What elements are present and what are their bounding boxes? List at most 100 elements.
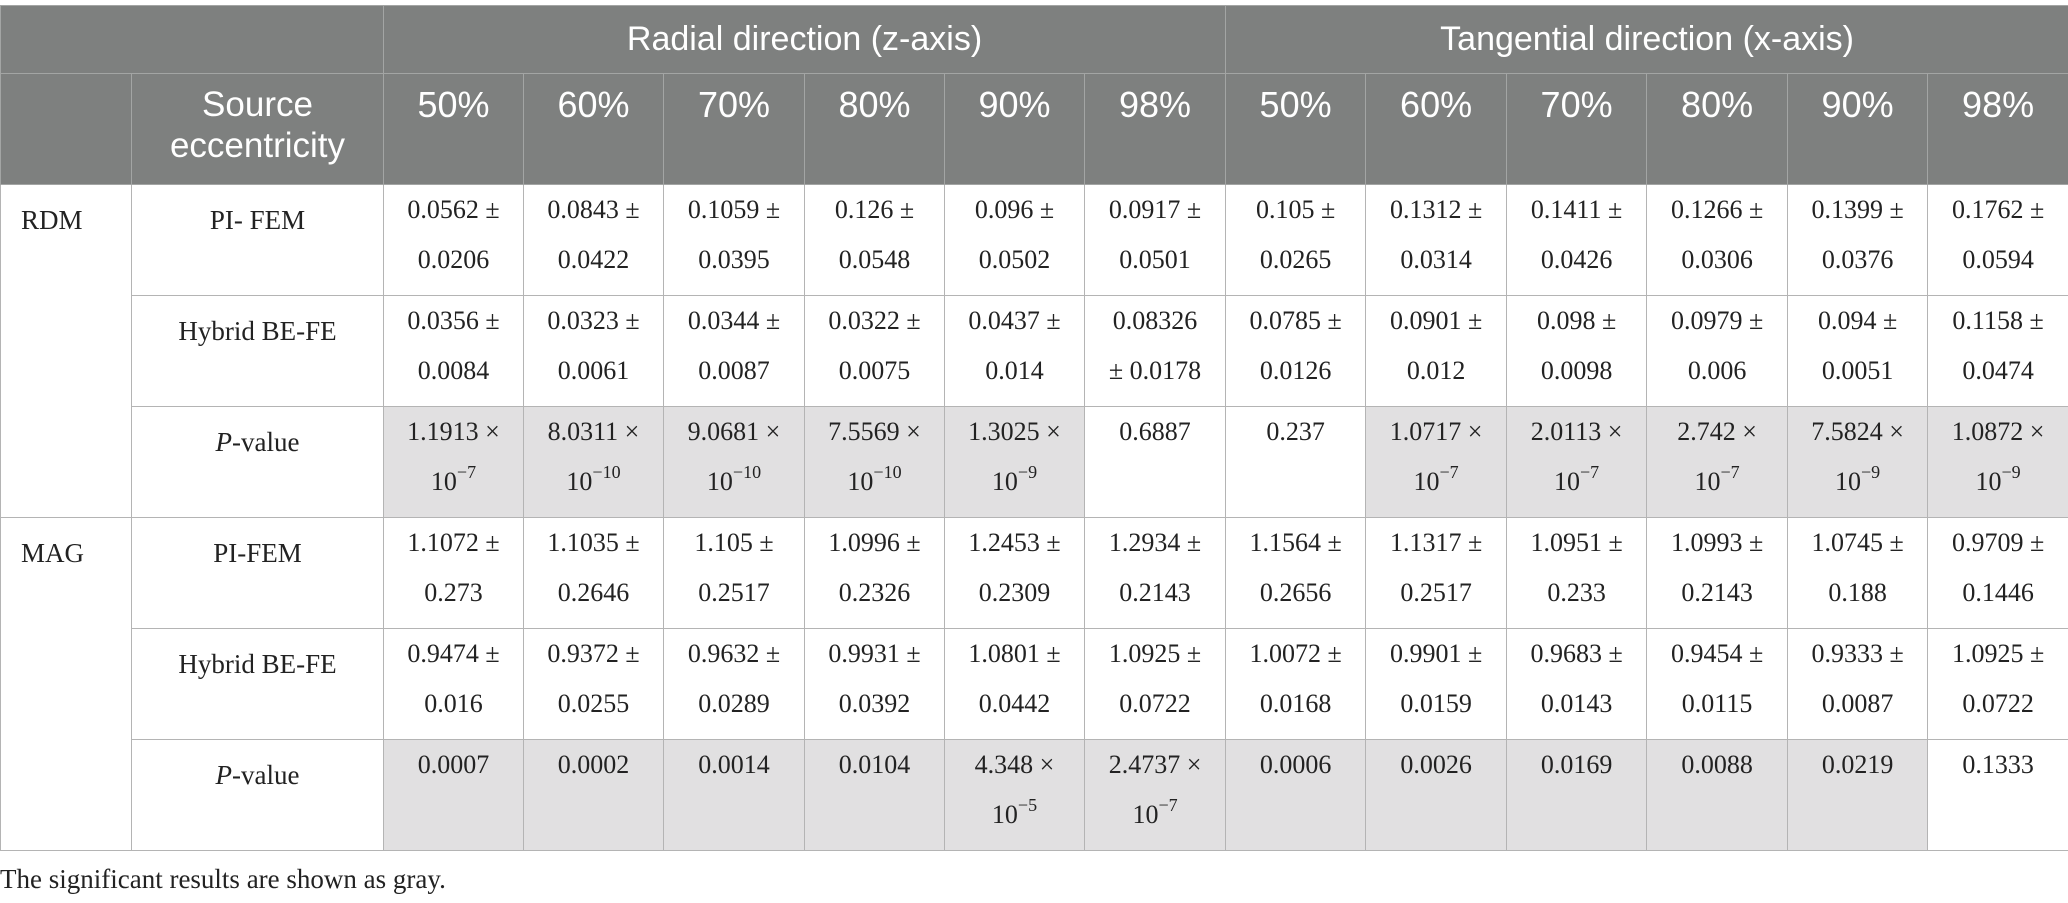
value-exponent: −7: [1158, 795, 1178, 815]
value-line2: 0.2517: [664, 568, 804, 618]
value-line2: 10−9: [1928, 457, 2068, 507]
value-line1: 0.0219: [1821, 750, 1894, 779]
value-cell: 0.9333 ± 0.0087: [1787, 628, 1929, 740]
value-line2: 0.0087: [664, 346, 804, 396]
significant-value-cell: 1.3025 × 10−9: [944, 406, 1085, 518]
value-line1: 0.6887: [1119, 417, 1191, 446]
value-line1: 0.1059 ±: [687, 195, 781, 224]
value-line1: 0.096 ±: [974, 195, 1055, 224]
value-line2: 0.0395: [664, 235, 804, 285]
value-line2: 0.0548: [805, 235, 944, 285]
table-body: RDM PI- FEM 0.0562 ±0.0206 0.0843 ±0.0422 0.…: [0, 184, 2068, 851]
value-line1: 0.0002: [557, 750, 630, 779]
value-cell: 0.0901 ± 0.012: [1365, 295, 1508, 407]
value-cell: 1.2934 ± 0.2143: [1083, 517, 1227, 629]
value-cell: 0.9709 ± 0.1446: [1927, 517, 2068, 629]
value-line2: 0.0501: [1085, 235, 1225, 285]
value-line2: 0.0051: [1788, 346, 1927, 396]
value-cell: 0.0979 ± 0.006: [1646, 295, 1789, 407]
value-line1: 0.126 ±: [834, 195, 915, 224]
value-line2: 0.0115: [1647, 679, 1787, 729]
value-line2: 0.2517: [1366, 568, 1506, 618]
significant-value-cell: 0.0007: [383, 739, 524, 851]
value-line2-base: 10: [991, 800, 1018, 829]
value-line1: 1.3025 ×: [968, 417, 1061, 446]
value-line2-base: 10: [991, 467, 1018, 496]
value-line2: 0.006: [1647, 346, 1787, 396]
significant-value-cell: 0.0006: [1225, 739, 1367, 851]
value-line2: 0.0376: [1788, 235, 1927, 285]
value-line1: 0.0088: [1681, 750, 1753, 779]
significant-value-cell: 0.0169: [1506, 739, 1648, 851]
method-rest-part: -value: [232, 427, 300, 457]
method-italic-part: P: [215, 760, 233, 790]
value-line2: 0.2326: [805, 568, 944, 618]
value-line1: 4.348 ×: [974, 750, 1055, 779]
value-line1: 0.0356 ±: [407, 306, 500, 335]
method-label-cell: Hybrid BE-FE: [131, 295, 384, 407]
value-line1: 0.0979 ±: [1670, 306, 1764, 335]
value-line1: 0.9632 ±: [687, 639, 781, 668]
value-line2-base: 0.0395: [698, 245, 770, 274]
value-line2-base: 10: [1132, 800, 1159, 829]
value-line2-base: 0.0255: [557, 689, 630, 718]
value-line2: 0.188: [1788, 568, 1927, 618]
value-line2-base: 0.0426: [1540, 245, 1613, 274]
significant-value-cell: 0.0219: [1787, 739, 1929, 851]
value-line1: 0.9333 ±: [1811, 639, 1904, 668]
eccentricity-header-cell: 50%: [1225, 73, 1367, 185]
value-line1: 0.0785 ±: [1249, 306, 1342, 335]
value-line2: 0.1446: [1928, 568, 2068, 618]
significant-value-cell: 7.5824 × 10−9: [1787, 406, 1929, 518]
value-line1: 0.9901 ±: [1389, 639, 1483, 668]
value-line2-base: 0.273: [424, 578, 483, 607]
value-cell: 0.096 ± 0.0502: [944, 184, 1085, 296]
value-line1: 0.0169: [1540, 750, 1613, 779]
value-line2: 0.0084: [384, 346, 523, 396]
value-line2-base: 0.2143: [1119, 578, 1191, 607]
value-line1: 0.0104: [838, 750, 911, 779]
value-cell: 0.098 ± 0.0098: [1506, 295, 1648, 407]
value-line2: 0.014: [945, 346, 1084, 396]
value-cell: 0.237: [1225, 406, 1367, 518]
value-cell: 1.1564 ± 0.2656: [1225, 517, 1367, 629]
value-cell: 1.105 ± 0.2517: [663, 517, 805, 629]
value-line2: 10−9: [945, 457, 1084, 507]
value-line1: 2.0113 ×: [1530, 417, 1623, 446]
value-line1: 0.0026: [1400, 750, 1472, 779]
value-cell: 0.0323 ± 0.0061: [523, 295, 664, 407]
value-line2: 0.0061: [524, 346, 663, 396]
group-label-cell: MAG: [0, 517, 132, 851]
value-line1: 0.08326: [1112, 306, 1198, 335]
method-rest-part: -value: [232, 760, 300, 790]
value-line2: 0.2309: [945, 568, 1084, 618]
value-line2: 10−9: [1788, 457, 1927, 507]
value-line2-base: 0.2143: [1681, 578, 1753, 607]
value-line1: 1.0996 ±: [828, 528, 921, 557]
value-line1: 0.105 ±: [1255, 195, 1336, 224]
value-line2-base: 0.0075: [838, 356, 911, 385]
value-line1: 0.9931 ±: [828, 639, 921, 668]
value-line1: 1.1564 ±: [1249, 528, 1342, 557]
eccentricity-header-cell: 90%: [1787, 73, 1929, 185]
value-cell: 0.126 ± 0.0548: [804, 184, 945, 296]
value-line2: 0.233: [1507, 568, 1646, 618]
value-cell: 0.9454 ± 0.0115: [1646, 628, 1789, 740]
significant-value-cell: 2.4737 × 10−7: [1083, 739, 1227, 851]
value-line2-base: 0.0087: [698, 356, 770, 385]
eccentricity-header-cell: 70%: [663, 73, 805, 185]
value-line1: 1.0951 ±: [1530, 528, 1623, 557]
value-cell: 0.0437 ± 0.014: [944, 295, 1085, 407]
group-label-cell: RDM: [0, 184, 132, 518]
value-line2: 10−10: [664, 457, 804, 507]
source-eccentricity-line2: eccentricity: [169, 126, 346, 165]
significant-value-cell: 0.0104: [804, 739, 945, 851]
significant-value-cell: 2.742 × 10−7: [1646, 406, 1789, 518]
value-cell: 1.2453 ± 0.2309: [944, 517, 1085, 629]
value-line1: 0.0322 ±: [828, 306, 921, 335]
value-cell: 0.9901 ± 0.0159: [1365, 628, 1508, 740]
value-line2: 10−7: [1366, 457, 1506, 507]
value-line1: 0.0014: [698, 750, 770, 779]
value-exponent: −9: [1017, 462, 1038, 482]
significant-value-cell: 8.0311 × 10−10: [523, 406, 664, 518]
